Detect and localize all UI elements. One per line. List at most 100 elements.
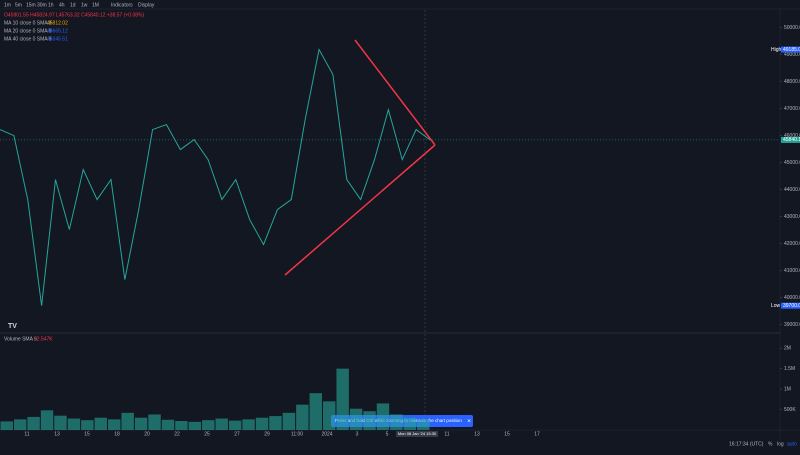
ma-value: 45812.02 — [47, 20, 68, 26]
volume-bar — [363, 411, 376, 430]
volume-bar — [215, 418, 228, 430]
last-label: 45840.12 — [783, 137, 800, 143]
ohlc-legend: O45801.55 H45824.97 L45763.32 C45840.12 … — [4, 12, 144, 18]
percent-toggle[interactable]: % — [768, 441, 773, 447]
volume-bar — [255, 417, 269, 430]
time-label: 11 — [444, 431, 449, 437]
time-label: 15 — [504, 431, 510, 437]
interval-button[interactable]: 1m — [4, 2, 11, 8]
high-label: 49185.00 — [783, 47, 800, 53]
time-label: 2024 — [321, 431, 332, 437]
interval-button[interactable]: 1h — [48, 2, 54, 8]
interval-button[interactable]: 1d — [70, 2, 76, 8]
volume-bar — [336, 368, 349, 430]
volume-bar — [134, 417, 148, 430]
volume-bar — [27, 416, 40, 430]
volume-axis-label: 2M — [784, 346, 791, 352]
auto-toggle[interactable]: auto — [787, 441, 797, 447]
last-tag — [781, 136, 800, 143]
volume-bar — [376, 403, 390, 430]
price-label: 49000.00 — [784, 52, 800, 58]
low-label: 39700.00 — [783, 303, 800, 309]
volume-bar — [282, 412, 296, 430]
price-label: 41000.00 — [784, 268, 800, 274]
volume-bar — [309, 393, 322, 430]
volume-bar — [13, 419, 27, 430]
ma-value: 45345.51 — [47, 36, 68, 42]
display-button[interactable]: Display — [138, 2, 155, 8]
volume-bar — [349, 408, 363, 430]
volume-bar — [417, 419, 430, 430]
volume-value: 22.547K — [34, 336, 53, 342]
crosshair-label: Mon 08 Jan '24 15:30 — [398, 431, 437, 436]
volume-bar — [403, 417, 417, 430]
volume-bar — [228, 420, 242, 430]
high-tag — [781, 46, 800, 53]
time-label: 3 — [356, 431, 359, 437]
toast-close[interactable]: ✕ — [467, 418, 471, 424]
volume-bar — [94, 417, 107, 430]
volume-axis-label: 1M — [784, 386, 791, 392]
time-label: 15 — [84, 431, 90, 437]
clock: 16:17:34 (UTC) — [729, 441, 764, 447]
high-name: High — [771, 47, 782, 53]
time-label: 13 — [54, 431, 60, 437]
price-label: 50000.00 — [784, 25, 800, 31]
ma-label: MA 20 close 0 SMA 9 — [4, 28, 52, 34]
time-label: 22 — [174, 431, 180, 437]
time-label: 29 — [264, 431, 270, 437]
volume-bar — [390, 414, 403, 430]
volume-bar — [108, 419, 121, 430]
volume-bar — [81, 420, 94, 430]
volume-bar — [121, 412, 134, 430]
low-name: Low — [771, 303, 781, 309]
volume-axis-label: 500K — [784, 407, 796, 413]
time-label: 13 — [474, 431, 480, 437]
interval-button[interactable]: 4h — [59, 2, 65, 8]
volume-bar — [188, 421, 202, 430]
volume-bar — [0, 421, 13, 430]
time-label: 20 — [144, 431, 150, 437]
volume-bar — [40, 410, 54, 430]
volume-bar — [175, 421, 188, 430]
time-label: 25 — [204, 431, 210, 437]
price-label: 45000.00 — [784, 160, 800, 166]
volume-bar — [242, 419, 255, 430]
interval-button[interactable]: 1w — [81, 2, 88, 8]
interval-button[interactable]: 15m — [26, 2, 36, 8]
interval-button[interactable]: 5m — [15, 2, 22, 8]
price-label: 44000.00 — [784, 187, 800, 193]
time-label: 17 — [534, 431, 540, 437]
price-label: 43000.00 — [784, 214, 800, 220]
volume-bar — [202, 420, 215, 430]
time-label: 11 — [24, 431, 29, 437]
interval-button[interactable]: 30m — [37, 2, 47, 8]
ma-label: MA 40 close 0 SMA 9 — [4, 36, 52, 42]
volume-bar — [161, 419, 175, 430]
price-label: 42000.00 — [784, 241, 800, 247]
time-label: 5 — [386, 431, 389, 437]
price-label: 47000.00 — [784, 106, 800, 112]
volume-bar — [269, 416, 282, 430]
volume-axis-label: 1.5M — [784, 366, 795, 372]
indicators-button[interactable]: Indicators — [111, 2, 133, 8]
trend-line — [284, 144, 436, 276]
trend-line — [354, 39, 436, 146]
price-label: 48000.00 — [784, 79, 800, 85]
ma-value: 45665.12 — [47, 28, 68, 34]
volume-bar — [54, 415, 67, 430]
interval-button[interactable]: 1M — [92, 2, 99, 8]
time-label: 11:00 — [291, 431, 303, 437]
time-label: 18 — [114, 431, 120, 437]
volume-bar — [148, 414, 161, 430]
volume-title: Volume SMA 9 — [4, 336, 37, 342]
price-line — [0, 48, 431, 306]
crosshair-tag — [396, 431, 438, 437]
volume-bar — [323, 401, 336, 430]
price-label: 40000.00 — [784, 295, 800, 301]
price-label: 39000.00 — [784, 322, 800, 328]
volume-bar — [67, 418, 81, 430]
log-toggle[interactable]: log — [777, 441, 784, 447]
